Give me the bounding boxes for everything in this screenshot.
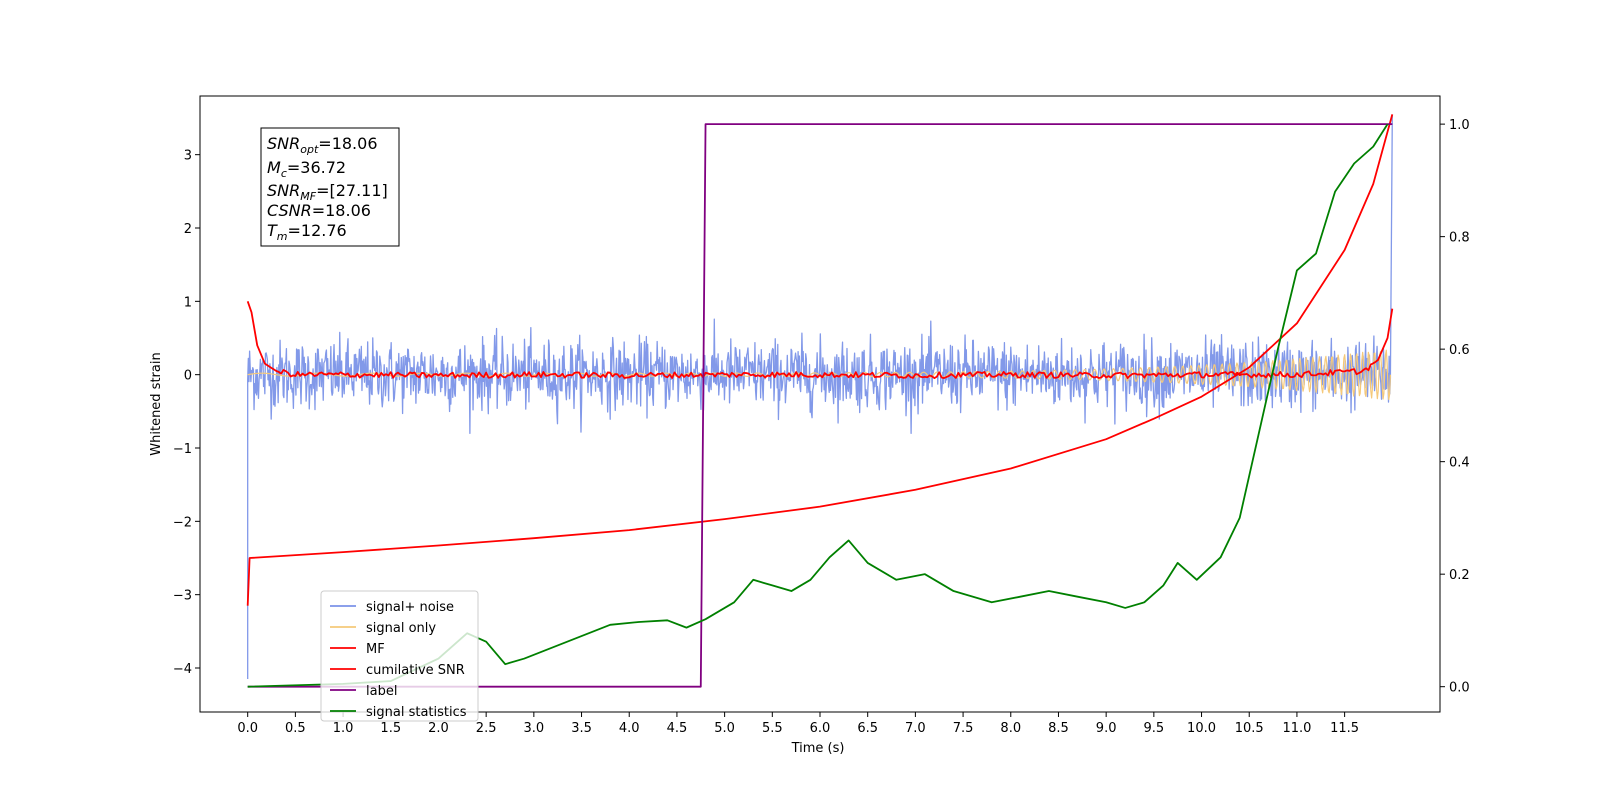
series-layer xyxy=(246,114,1394,688)
annotation-snr-opt: SNRopt=18.06 xyxy=(267,134,378,156)
series-signal-statistics xyxy=(247,123,1389,688)
x-tick-label: 10.0 xyxy=(1187,721,1216,736)
x-tick-label: 0.0 xyxy=(237,721,258,736)
series-mf xyxy=(246,301,1394,380)
y2-tick-label: 0.8 xyxy=(1449,231,1470,246)
y-tick-label: 2 xyxy=(184,222,192,237)
series-label xyxy=(247,123,1393,688)
y-tick-label: 3 xyxy=(184,149,192,164)
x-tick-label: 3.0 xyxy=(524,721,545,736)
x-tick-label: 4.0 xyxy=(619,721,640,736)
x-tick-label: 7.0 xyxy=(905,721,926,736)
y-tick-label: 1 xyxy=(184,295,192,310)
annotation-snr-mf: SNRMF=[27.11] xyxy=(267,181,388,203)
legend-label: signal only xyxy=(366,621,436,636)
x-tick-label: 0.5 xyxy=(285,721,306,736)
x-tick-label: 9.5 xyxy=(1144,721,1165,736)
x-tick-label: 11.0 xyxy=(1282,721,1311,736)
x-axis: 0.0 0.5 1.0 1.5 2.0 2.5 3.0 3.5 4.0 4.5 5.0 5.5 6.0 6… xyxy=(237,712,1359,736)
x-tick-label: 6.5 xyxy=(857,721,878,736)
x-tick-label: 1.0 xyxy=(333,721,354,736)
y2-tick-label: 1.0 xyxy=(1449,118,1470,133)
y-tick-label: −4 xyxy=(173,662,192,677)
y-axis-left: −4 −3 −2 −1 0 1 2 3 xyxy=(173,149,200,677)
annotation-box: SNRopt=18.06 Mc=36.72 SNRMF=[27.11] CSNR… xyxy=(260,127,400,247)
y-axis-label: Whitened strain xyxy=(149,352,164,455)
annotation-mc: Mc=36.72 xyxy=(267,158,346,180)
y2-tick-label: 0.6 xyxy=(1449,343,1470,358)
x-tick-label: 8.0 xyxy=(1000,721,1021,736)
y-tick-label: −2 xyxy=(173,515,192,530)
legend-label: signal statistics xyxy=(366,705,467,720)
x-axis-label: Time (s) xyxy=(791,741,845,756)
y-axis-right: 0.0 0.2 0.4 0.6 0.8 1.0 xyxy=(1440,118,1470,696)
x-tick-label: 1.5 xyxy=(380,721,401,736)
x-tick-label: 3.5 xyxy=(571,721,592,736)
x-tick-label: 6.0 xyxy=(810,721,831,736)
x-tick-label: 8.5 xyxy=(1048,721,1069,736)
x-tick-label: 11.5 xyxy=(1330,721,1359,736)
x-tick-label: 2.0 xyxy=(428,721,449,736)
annotation-tm: Tm=12.76 xyxy=(267,221,347,243)
y2-tick-label: 0.2 xyxy=(1449,568,1470,583)
y2-tick-label: 0.0 xyxy=(1449,681,1470,696)
legend: signal+ noise signal only MF cumilative SNR… xyxy=(320,590,479,722)
x-tick-label: 4.5 xyxy=(667,721,688,736)
x-tick-label: 10.5 xyxy=(1235,721,1264,736)
x-tick-label: 9.0 xyxy=(1096,721,1117,736)
x-tick-label: 2.5 xyxy=(476,721,497,736)
annotation-csnr: CSNR=18.06 xyxy=(267,201,371,220)
y-tick-label: −1 xyxy=(173,442,192,457)
legend-label: label xyxy=(366,684,397,699)
x-tick-label: 5.5 xyxy=(762,721,783,736)
y-tick-label: −3 xyxy=(173,589,192,604)
legend-label: signal+ noise xyxy=(366,600,454,615)
y-tick-label: 0 xyxy=(184,369,192,384)
series-cumilative-snr xyxy=(246,114,1394,606)
x-tick-label: 5.0 xyxy=(714,721,735,736)
y2-tick-label: 0.4 xyxy=(1449,456,1470,471)
legend-label: cumilative SNR xyxy=(366,663,465,678)
x-tick-label: 7.5 xyxy=(953,721,974,736)
legend-label: MF xyxy=(366,642,385,657)
